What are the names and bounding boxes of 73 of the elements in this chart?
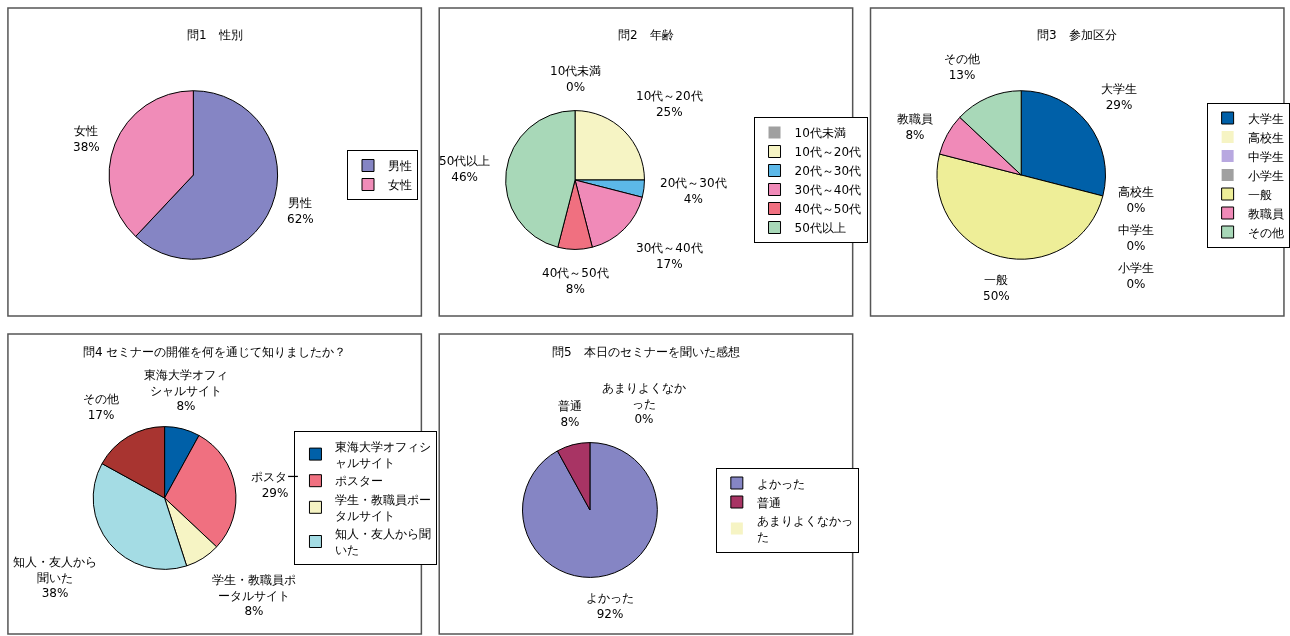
legend-label: 男性: [388, 159, 413, 174]
legend-label: 女性: [388, 178, 413, 193]
legend-label: その他: [1247, 225, 1284, 240]
pie-slice: [522, 442, 658, 578]
chart-title: 問3 参加区分: [1037, 28, 1117, 42]
slice-label: 女性: [74, 124, 99, 138]
legend-label: 小学生: [1247, 168, 1284, 183]
slice-label: 大学生: [1101, 82, 1137, 96]
legend-label: あまりよくなかった: [756, 514, 853, 545]
chart-title: 問1 性別: [187, 28, 243, 42]
data-label: 50%: [983, 288, 1010, 303]
text: 0%: [1126, 276, 1146, 291]
slice-label: 30代～40代: [636, 241, 703, 255]
data-label: 38%: [73, 139, 100, 154]
data-label: 8%: [905, 127, 925, 142]
chart-title: 問5 本日のセミナーを聞いた感想: [552, 345, 740, 359]
legend-label: 学生・教職員ポータルサイト: [335, 493, 432, 523]
legend-label: ポスター: [335, 474, 384, 489]
data-label: 17%: [655, 256, 683, 271]
legend-label: 普通: [756, 495, 781, 510]
data-label: 13%: [948, 67, 976, 82]
data-label: 62%: [287, 211, 314, 226]
category-label: 高校生: [1118, 185, 1154, 199]
slice-label: 東海大学オフィシャルサイト: [144, 368, 228, 398]
legend-label: 50代以上: [794, 221, 846, 236]
legend-label: 40代～50代: [794, 202, 862, 217]
slice-label: その他: [944, 52, 980, 66]
slice-label: よかった: [586, 591, 634, 605]
chart-title: 問2 年齢: [618, 28, 674, 42]
data-label: 4%: [683, 191, 703, 206]
slice-label: 教職員: [897, 112, 933, 126]
legend-label: 教職員: [1247, 206, 1284, 221]
text: 0%: [634, 412, 654, 427]
legend-label: 中学生: [1247, 149, 1284, 164]
slice-label: 知人・友人から聞いた: [13, 555, 97, 585]
slice-label: 40代～50代: [542, 266, 609, 280]
slice-label: 男性: [288, 196, 313, 210]
slice-label: 普通: [558, 399, 582, 413]
legend-label: 10代未満: [794, 126, 846, 141]
legend-label: 一般: [1247, 187, 1272, 202]
slice-label: 50代以上: [439, 154, 491, 168]
data-label: 92%: [596, 606, 624, 621]
text: 0%: [566, 79, 586, 94]
data-label: 29%: [1105, 97, 1133, 112]
data-label: 38%: [41, 586, 69, 601]
legend-label: 知人・友人から聞いた: [335, 527, 432, 557]
text: 0%: [1126, 200, 1146, 215]
data-label: 8%: [176, 399, 196, 414]
slice-label: 20代～30代: [660, 176, 727, 190]
chart-title: 問4 セミナーの開催を何を通じて知りましたか？: [83, 345, 347, 359]
slice-label: 一般: [984, 273, 1009, 287]
legend-label: 東海大学オフィシャルサイト: [335, 439, 432, 470]
category-label: 10代未満: [550, 64, 602, 78]
category-label: 小学生: [1118, 261, 1154, 275]
slice-label: 10代～20代: [636, 89, 703, 103]
legend-label: 大学生: [1247, 111, 1284, 126]
data-label: 8%: [244, 604, 264, 619]
category-label: あまりよくなかった: [602, 381, 686, 411]
text: 0%: [1126, 238, 1146, 253]
legend-label: よかった: [756, 476, 805, 491]
legend-label: 10代～20代: [794, 145, 862, 160]
legend-label: 高校生: [1247, 130, 1284, 145]
legend-label: 20代～30代: [794, 164, 862, 179]
slice-label: 学生・教職員ポータルサイト: [212, 573, 296, 603]
data-label: 46%: [451, 169, 478, 184]
data-label: 8%: [560, 414, 580, 429]
data-label: 8%: [565, 281, 585, 296]
data-label: 25%: [655, 104, 683, 119]
data-label: 29%: [261, 485, 289, 500]
legend-label: 30代～40代: [794, 183, 862, 198]
slice-label: その他: [83, 392, 119, 406]
category-label: 中学生: [1118, 223, 1154, 237]
data-label: 17%: [87, 407, 115, 422]
